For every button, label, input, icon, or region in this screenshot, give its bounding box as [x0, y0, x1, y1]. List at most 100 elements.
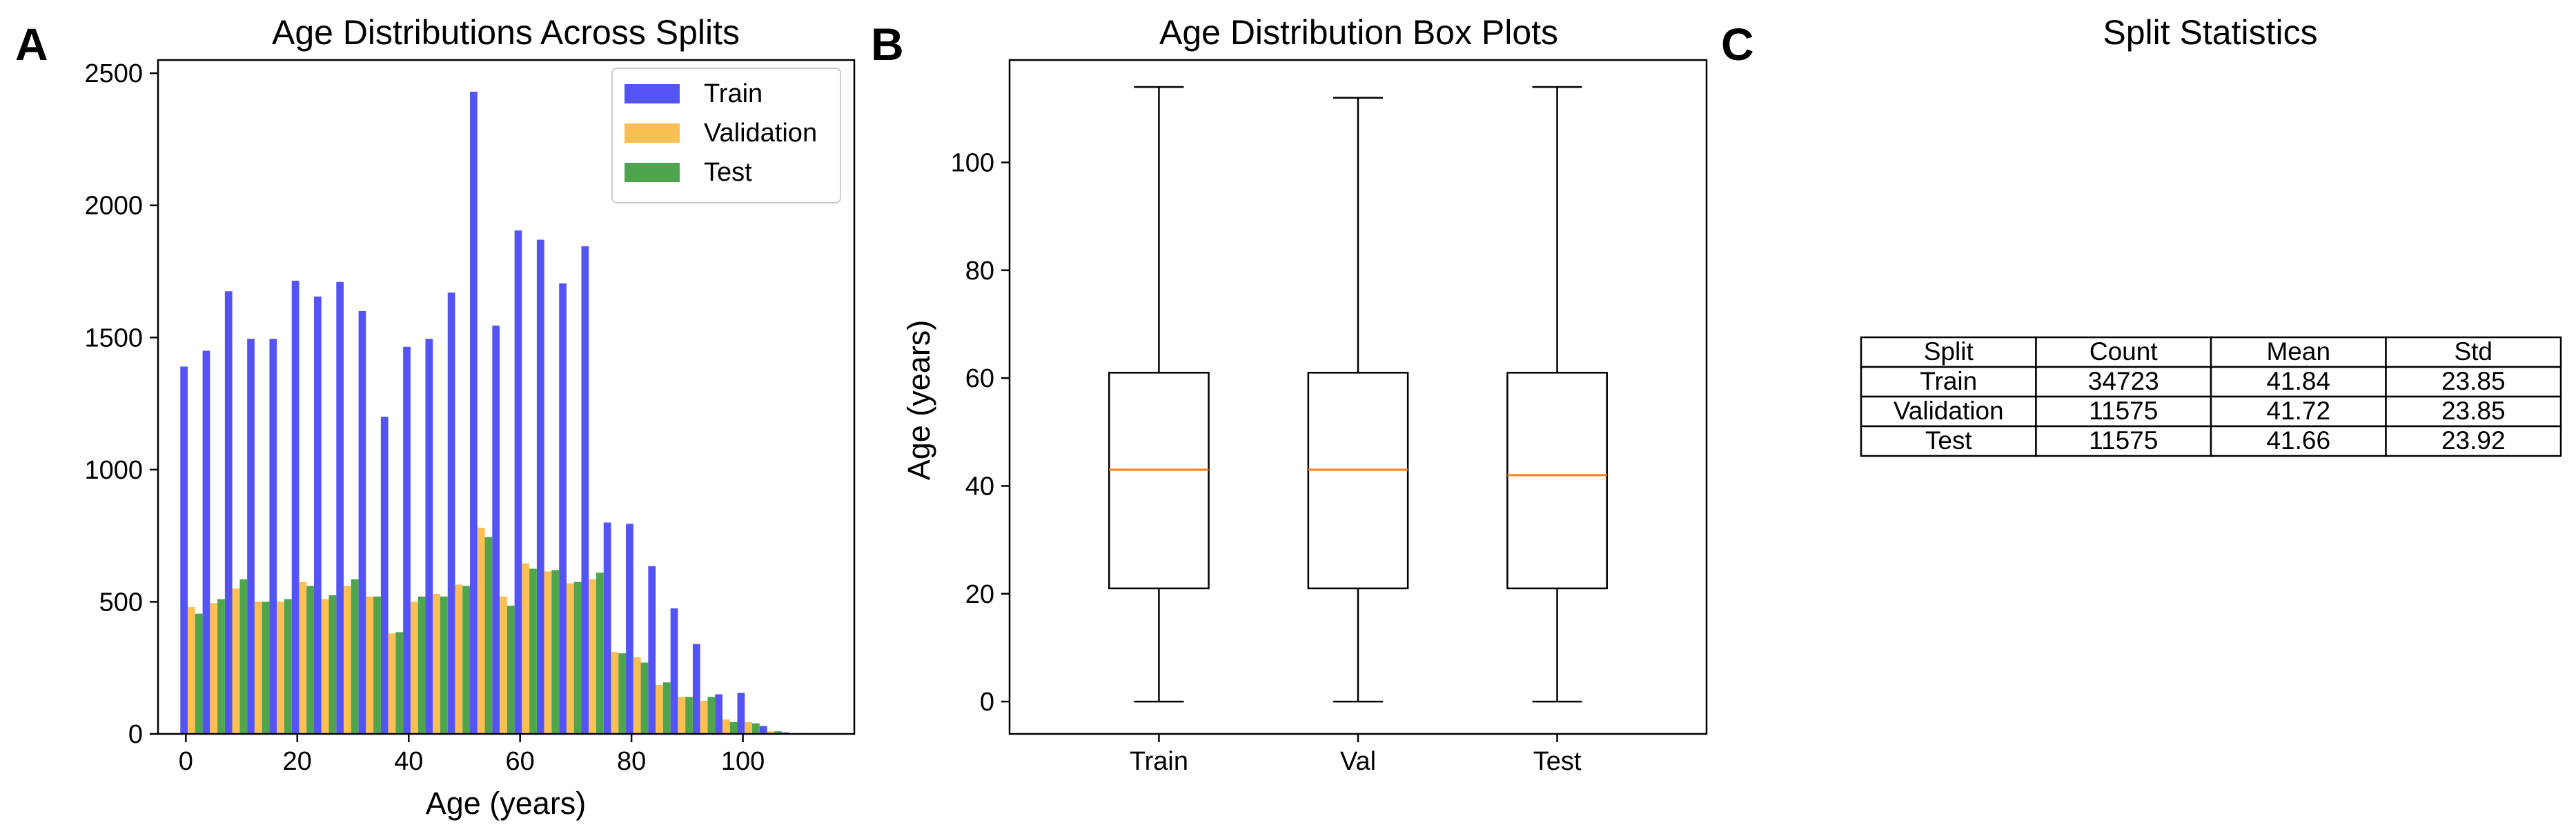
histogram-bar-train-41 — [403, 346, 411, 734]
histogram-bar-train-77 — [603, 522, 611, 734]
x-tick-label-100: 100 — [721, 747, 765, 776]
table-cell-text: Validation — [1894, 397, 2004, 425]
histogram-bar-train-69 — [559, 283, 567, 734]
histogram-bar-train-5 — [202, 350, 210, 734]
histogram-bar-validation-57 — [500, 596, 507, 734]
x-tick-label-0: 0 — [179, 747, 193, 776]
histogram-title: Age Distributions Across Splits — [272, 13, 740, 52]
histogram-bar-test-37 — [395, 632, 404, 734]
x-tick-label-60: 60 — [506, 747, 535, 776]
y-tick-label-60: 60 — [965, 364, 994, 393]
table-header-std: Std — [2454, 337, 2493, 366]
y-tick-label-500: 500 — [99, 588, 143, 617]
x-tick-label-80: 80 — [617, 747, 646, 776]
statistics-table: Split Count Mean Std Train 34723 41.84 23.85 Val… — [1860, 336, 2562, 457]
histogram-bar-train-65 — [536, 239, 544, 734]
histogram-bar-test-9 — [239, 579, 248, 734]
histogram-bar-test-89 — [685, 697, 693, 734]
histogram-bar-test-61 — [529, 568, 537, 734]
histogram-bar-test-85 — [662, 682, 671, 734]
y-tick-label-20: 20 — [965, 580, 994, 609]
panel-letter-a: A — [15, 19, 48, 70]
legend-label-test: Test — [704, 158, 752, 187]
legend-swatch-validation — [625, 123, 680, 143]
histogram-bar-validation-101 — [745, 721, 753, 734]
table-cell — [2385, 425, 2562, 457]
histogram-bar-test-73 — [596, 573, 604, 734]
histogram-bar-test-57 — [507, 606, 515, 734]
histogram-bar-train-57 — [492, 326, 500, 734]
table-title: Split Statistics — [2103, 13, 2317, 52]
histogram-panel: A Age Distributions Across Splits 0 20 40 6… — [15, 13, 856, 821]
histogram-bar-test-29 — [351, 579, 359, 734]
table-cell-text: 11575 — [2089, 397, 2158, 425]
histogram-bar-train-37 — [380, 417, 389, 734]
y-tick-label-2000: 2000 — [84, 192, 143, 221]
histogram-bar-train-9 — [224, 291, 233, 734]
histogram-bar-test-21 — [306, 586, 315, 734]
histogram-bar-train-45 — [425, 339, 433, 734]
histogram-bar-train-29 — [336, 281, 344, 734]
table-cell-text: 23.85 — [2441, 367, 2506, 395]
histogram-bar-test-53 — [484, 537, 493, 734]
x-tick-label-40: 40 — [394, 747, 423, 776]
histogram-bar-test-17 — [284, 599, 292, 734]
boxplot-y-axis-label: Age (years) — [901, 320, 936, 481]
histogram-bar-validation-1 — [188, 607, 195, 734]
histogram-bar-validation-25 — [321, 599, 329, 734]
y-tick-label-0: 0 — [980, 688, 994, 717]
y-tick-label-2500: 2500 — [84, 59, 143, 88]
histogram-bar-validation-17 — [277, 601, 284, 734]
histogram-bar-validation-89 — [678, 697, 686, 734]
table-header-cell — [2210, 336, 2387, 368]
histogram-x-axis-label: Age (years) — [426, 786, 587, 821]
histogram-axes-frame — [157, 59, 856, 735]
histogram-bar-validation-105 — [767, 731, 775, 734]
table-header-mean: Mean — [2266, 337, 2330, 366]
table-cell-text: 41.72 — [2266, 397, 2330, 425]
table-cell-text: Test — [1925, 426, 1973, 455]
histogram-bar-test-41 — [417, 596, 426, 734]
histogram-bar-test-13 — [262, 601, 270, 734]
histogram-bar-test-97 — [729, 721, 738, 734]
histogram-bar-validation-77 — [611, 652, 619, 734]
table-cell-text: 23.85 — [2441, 397, 2506, 425]
panel-letter-b: B — [871, 19, 904, 70]
histogram-bar-train-89 — [670, 608, 678, 734]
histogram-bar-validation-61 — [522, 563, 530, 734]
histogram-bar-test-65 — [551, 570, 560, 734]
x-tick-label-20: 20 — [283, 747, 312, 776]
histogram-bar-train-93 — [692, 644, 700, 734]
table-cell-text: 23.92 — [2441, 426, 2506, 455]
histogram-bar-test-5 — [217, 599, 225, 734]
histogram-bar-test-77 — [618, 653, 627, 734]
histogram-bar-validation-9 — [232, 588, 240, 734]
histogram-bar-validation-29 — [344, 586, 351, 734]
histogram-bar-test-101 — [752, 723, 760, 734]
histogram-bar-test-33 — [373, 596, 381, 734]
histogram-bar-train-53 — [470, 91, 478, 735]
table-cell-text: 34723 — [2088, 367, 2159, 395]
legend-label-validation: Validation — [704, 119, 817, 148]
histogram-legend: Train Validation Test — [611, 68, 841, 203]
y-tick-label-1500: 1500 — [84, 324, 143, 352]
histogram-bar-validation-93 — [700, 701, 708, 734]
table-header-split: Split — [1924, 337, 1974, 366]
histogram-bar-validation-21 — [299, 581, 307, 734]
histogram-bar-train-25 — [314, 296, 322, 734]
box-val — [1307, 372, 1409, 590]
box-train — [1108, 372, 1210, 590]
legend-swatch-train — [625, 84, 680, 103]
histogram-bar-validation-49 — [455, 584, 463, 734]
histogram-bar-validation-85 — [656, 685, 663, 734]
histogram-bar-test-81 — [640, 662, 649, 734]
y-tick-label-0: 0 — [128, 720, 143, 749]
histogram-bar-train-101 — [737, 693, 745, 734]
histogram-bar-train-1 — [180, 366, 188, 734]
histogram-bar-test-105 — [774, 731, 783, 734]
statistics-table-panel: C Split Statistics Split Count Mean Std Trai… — [1721, 13, 2562, 457]
box-test — [1506, 372, 1608, 590]
table-cell-text: 41.84 — [2266, 367, 2330, 395]
table-cell-text: Train — [1920, 367, 1977, 395]
